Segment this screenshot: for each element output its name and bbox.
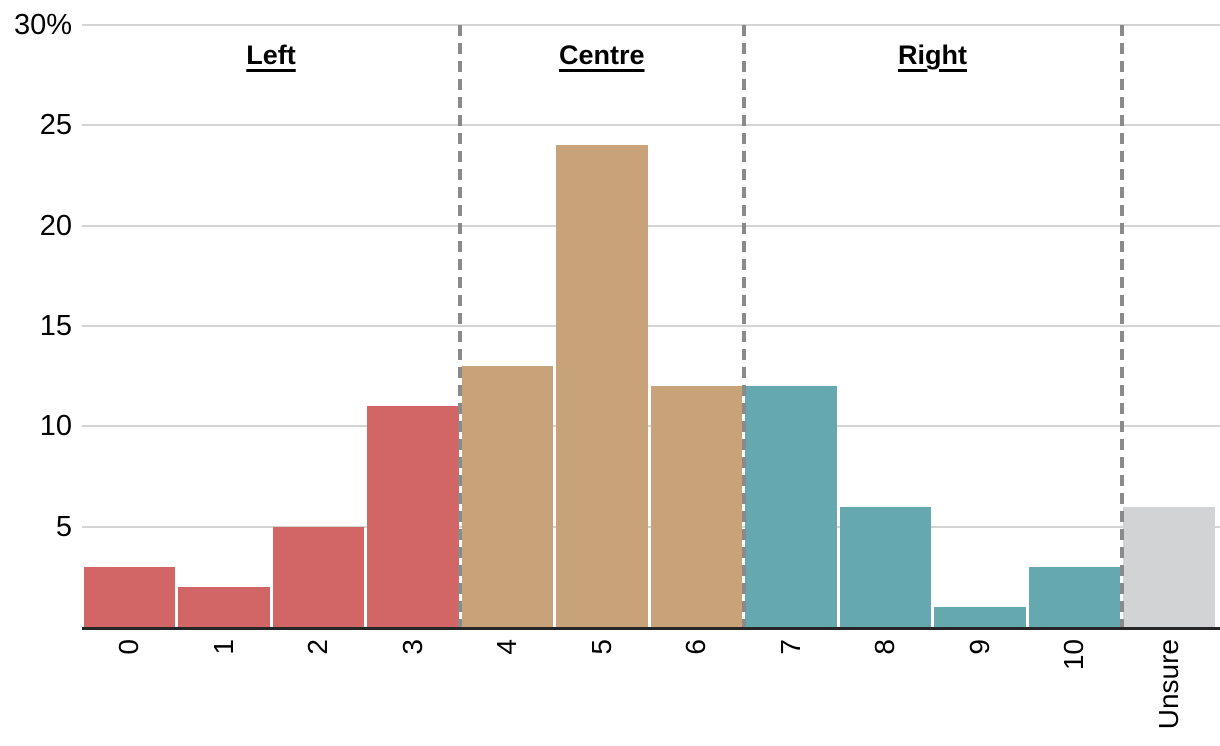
x-axis-tick-label: 8 xyxy=(869,639,901,660)
y-axis-tick-label: 30% xyxy=(13,9,72,41)
x-axis-tick-label: 5 xyxy=(586,639,618,660)
x-axis-tick-text: 0 xyxy=(113,639,145,655)
x-axis-tick-text: 9 xyxy=(963,639,995,655)
x-axis-tick-label: 9 xyxy=(964,639,996,660)
x-axis-tick-label: 3 xyxy=(397,639,429,660)
x-axis-tick-label: 0 xyxy=(113,639,145,660)
x-axis-tick-text: 10 xyxy=(1058,639,1090,671)
bar-6 xyxy=(650,386,742,627)
y-axis-tick-label: 15 xyxy=(39,310,72,342)
y-axis-tick-label: 20 xyxy=(39,209,72,242)
gridline xyxy=(82,124,1220,127)
bar-3 xyxy=(367,406,459,627)
x-axis-tick-text: 5 xyxy=(585,639,617,655)
y-axis-tick-label: 5 xyxy=(55,510,72,543)
bar-unsure xyxy=(1123,506,1215,627)
bar-4 xyxy=(461,366,553,627)
x-axis-tick-text: 4 xyxy=(491,639,523,655)
x-axis-tick-label: 10 xyxy=(1058,639,1090,675)
section-label-right: Right xyxy=(898,40,967,70)
x-axis-tick-text: 8 xyxy=(869,639,901,655)
x-axis-tick-label: 7 xyxy=(775,639,807,660)
gridline xyxy=(82,325,1220,327)
bar-2 xyxy=(272,526,364,627)
x-axis-tick-text: 1 xyxy=(207,639,239,655)
bar-10 xyxy=(1028,566,1120,627)
x-axis-tick-label: Unsure xyxy=(1153,639,1185,734)
section-label-centre: Centre xyxy=(558,40,645,70)
gridline xyxy=(82,24,1220,26)
section-separator xyxy=(1119,25,1124,630)
x-axis-tick-text: Unsure xyxy=(1152,639,1184,730)
bar-9 xyxy=(934,606,1026,627)
x-axis-tick-label: 4 xyxy=(491,639,523,660)
bar-5 xyxy=(556,145,648,627)
x-axis-tick-text: 3 xyxy=(396,639,428,655)
x-axis-tick-text: 2 xyxy=(302,639,334,655)
gridline xyxy=(82,224,1220,227)
x-axis-tick-label: 6 xyxy=(680,639,712,660)
bar-1 xyxy=(178,586,270,627)
x-axis-line xyxy=(82,627,1220,630)
bar-7 xyxy=(745,386,837,627)
bar-0 xyxy=(83,566,175,627)
y-axis-tick-label: 10 xyxy=(39,410,72,443)
x-axis-tick-text: 6 xyxy=(680,639,712,655)
section-label-left: Left xyxy=(246,40,296,70)
x-axis-tick-label: 2 xyxy=(302,639,334,660)
section-separator xyxy=(741,25,746,630)
x-axis-tick-label: 1 xyxy=(208,639,240,660)
x-axis-tick-text: 7 xyxy=(774,639,806,655)
y-axis-tick-label: 25 xyxy=(39,109,72,142)
section-separator xyxy=(458,25,462,630)
bar-8 xyxy=(839,506,931,627)
